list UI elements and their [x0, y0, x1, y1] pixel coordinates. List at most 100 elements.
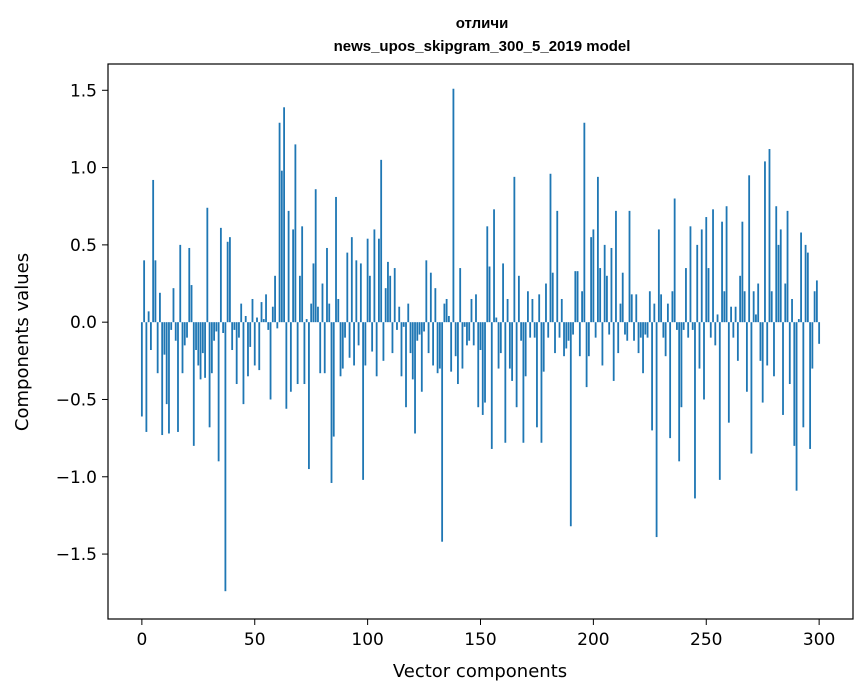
- bar-250: [705, 217, 708, 323]
- bar-53: [260, 302, 263, 323]
- bar-271: [752, 291, 755, 323]
- bar-139: [454, 322, 457, 357]
- bar-49: [251, 298, 254, 323]
- y-tick-label: −1.5: [56, 545, 97, 565]
- bar-22: [190, 285, 193, 323]
- bar-277: [766, 322, 769, 366]
- bar-62: [280, 170, 283, 323]
- bar-245: [694, 322, 696, 499]
- bar-98: [362, 322, 365, 480]
- bar-214: [624, 322, 626, 335]
- bar-120: [411, 322, 414, 380]
- bar-160: [502, 263, 504, 323]
- bar-74: [308, 322, 310, 470]
- bar-238: [678, 322, 681, 462]
- bar-24: [195, 322, 197, 351]
- chart-title: отличи: [456, 15, 509, 32]
- bar-50: [253, 322, 256, 366]
- bar-51: [256, 317, 258, 323]
- bar-96: [357, 322, 360, 346]
- bar-222: [642, 322, 644, 374]
- bar-88: [339, 322, 342, 377]
- bar-115: [400, 322, 403, 377]
- bar-83: [328, 303, 331, 323]
- bar-16: [177, 322, 179, 432]
- bar-29: [206, 207, 209, 323]
- bar-99: [364, 322, 367, 366]
- bar-229: [657, 229, 660, 323]
- bar-1: [143, 260, 146, 323]
- bar-241: [685, 268, 687, 323]
- bar-256: [718, 322, 721, 480]
- bar-199: [590, 237, 593, 323]
- bar-48: [249, 322, 252, 347]
- bar-217: [630, 294, 633, 323]
- bar-278: [768, 149, 771, 323]
- bar-8: [159, 292, 161, 323]
- bar-219: [635, 294, 638, 323]
- bar-174: [533, 322, 536, 338]
- bar-187: [563, 322, 565, 357]
- bar-38: [226, 241, 229, 323]
- bar-282: [777, 244, 780, 323]
- bar-76: [312, 263, 315, 323]
- bar-263: [734, 306, 737, 323]
- bar-32: [213, 322, 216, 341]
- bar-158: [497, 322, 500, 369]
- bar-182: [551, 272, 554, 323]
- bar-4: [149, 322, 152, 351]
- bar-117: [405, 322, 407, 408]
- bar-142: [461, 322, 464, 369]
- bar-54: [262, 319, 265, 323]
- bar-102: [371, 322, 374, 352]
- y-axis-label: Components values: [12, 253, 33, 431]
- bar-183: [554, 322, 556, 354]
- bar-234: [669, 322, 672, 439]
- bar-264: [736, 322, 739, 361]
- bar-186: [560, 298, 563, 323]
- bar-121: [414, 322, 416, 434]
- bar-243: [689, 226, 692, 323]
- x-axis-label: Vector components: [393, 661, 567, 682]
- bar-270: [750, 322, 753, 454]
- bar-196: [583, 122, 586, 323]
- bar-59: [274, 275, 276, 323]
- bar-23: [192, 322, 195, 446]
- bar-40: [231, 322, 234, 351]
- bar-223: [644, 322, 647, 335]
- bar-275: [761, 322, 764, 403]
- bar-198: [587, 322, 590, 357]
- bar-209: [612, 322, 615, 381]
- bar-113: [396, 322, 398, 330]
- bar-261: [730, 306, 732, 323]
- bar-91: [346, 252, 349, 323]
- bar-5: [152, 179, 155, 323]
- bar-212: [619, 303, 622, 323]
- bar-52: [258, 322, 261, 371]
- bar-167: [517, 275, 520, 323]
- bar-177: [540, 322, 543, 443]
- bar-27: [201, 322, 204, 354]
- bar-36: [222, 322, 225, 333]
- bar-148: [475, 294, 477, 323]
- bar-107: [382, 322, 385, 361]
- bar-178: [542, 322, 545, 372]
- bar-153: [486, 226, 489, 323]
- bar-66: [289, 322, 292, 392]
- bar-64: [285, 322, 288, 409]
- bar-247: [698, 322, 701, 369]
- bar-47: [247, 322, 249, 377]
- bar-10: [163, 322, 166, 355]
- bar-258: [723, 291, 726, 323]
- bar-94: [353, 322, 355, 366]
- bar-68: [294, 144, 297, 323]
- bar-45: [242, 322, 245, 405]
- bar-194: [578, 322, 581, 357]
- bar-71: [301, 226, 304, 323]
- bar-159: [499, 322, 502, 354]
- bar-226: [651, 322, 653, 431]
- bar-0: [140, 322, 143, 417]
- bar-128: [429, 272, 432, 323]
- bar-41: [233, 322, 236, 330]
- bar-165: [513, 176, 516, 323]
